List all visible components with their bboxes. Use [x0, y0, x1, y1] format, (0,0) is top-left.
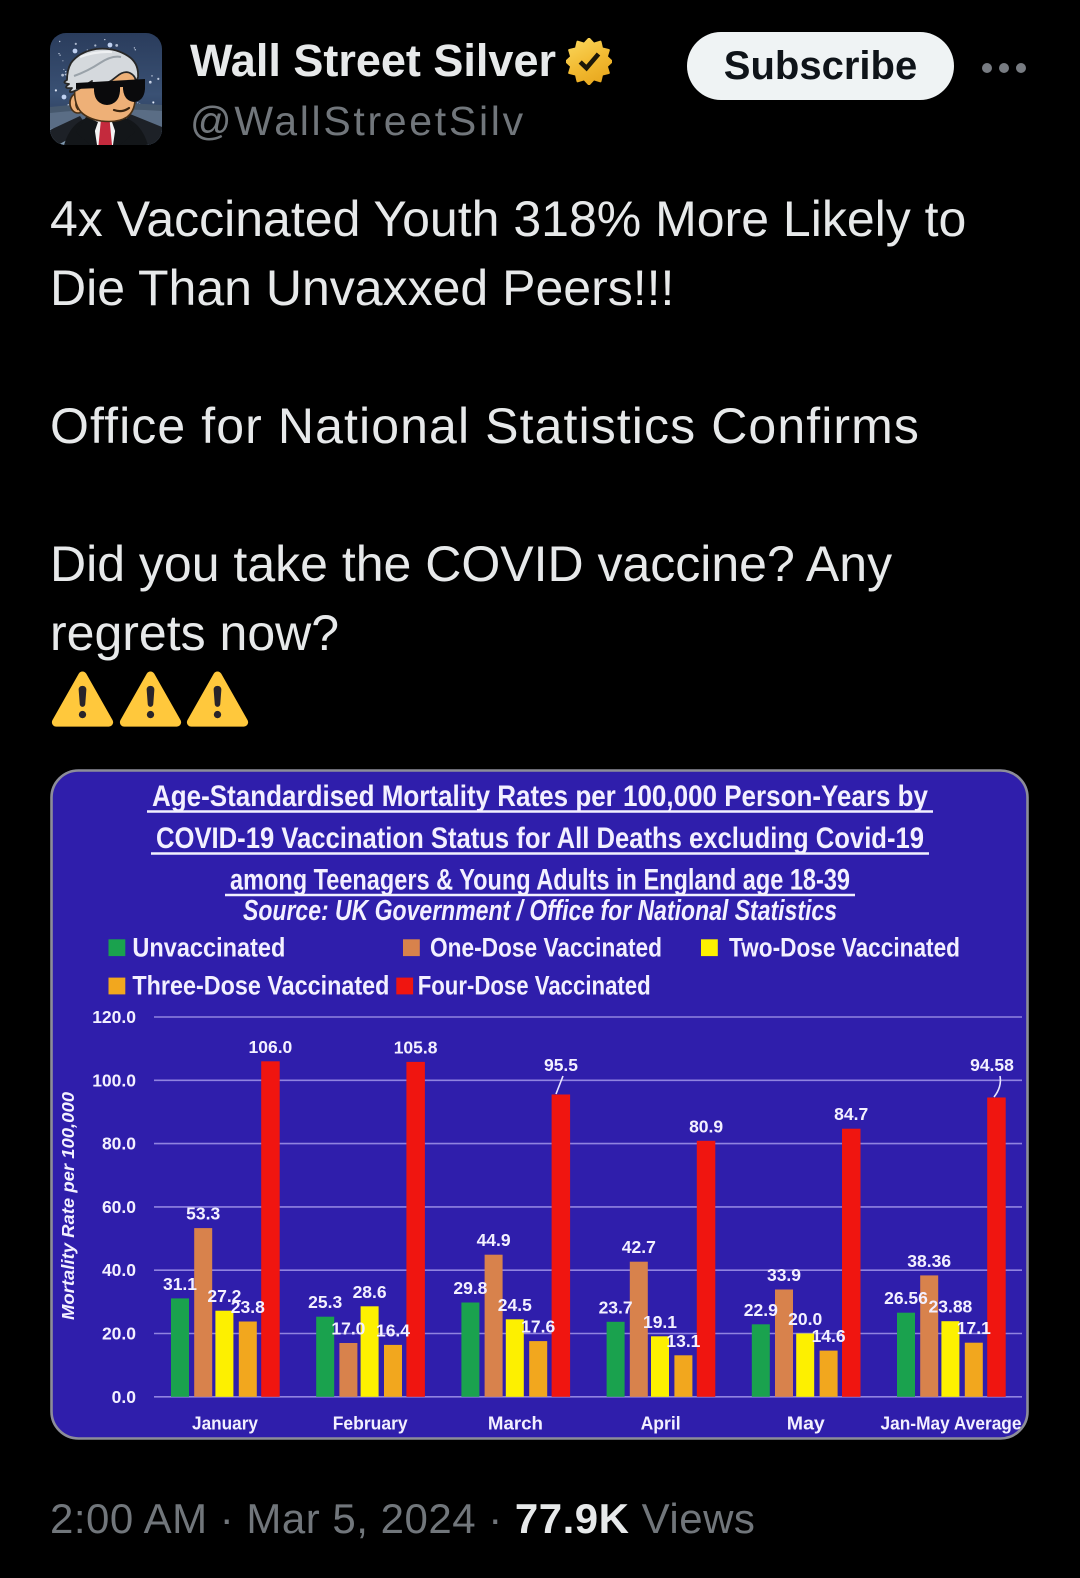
- svg-text:94.58: 94.58: [970, 1055, 1014, 1075]
- svg-text:27.2: 27.2: [207, 1286, 241, 1306]
- svg-text:Mortality Rate per 100,000: Mortality Rate per 100,000: [58, 1092, 78, 1320]
- svg-text:February: February: [333, 1413, 409, 1434]
- svg-text:Four-Dose Vaccinated: Four-Dose Vaccinated: [418, 971, 651, 1001]
- svg-text:105.8: 105.8: [394, 1037, 438, 1057]
- svg-text:53.3: 53.3: [186, 1204, 220, 1224]
- svg-text:16.4: 16.4: [376, 1320, 410, 1340]
- svg-text:Three-Dose Vaccinated: Three-Dose Vaccinated: [132, 971, 389, 1001]
- svg-text:29.8: 29.8: [453, 1278, 487, 1298]
- svg-text:23.8: 23.8: [231, 1297, 265, 1317]
- svg-text:80.0: 80.0: [102, 1134, 136, 1154]
- svg-text:19.1: 19.1: [643, 1312, 677, 1332]
- svg-text:January: January: [192, 1413, 259, 1434]
- svg-text:17.1: 17.1: [957, 1318, 991, 1338]
- svg-text:42.7: 42.7: [622, 1237, 656, 1257]
- svg-text:Jan-May Average: Jan-May Average: [881, 1413, 1022, 1434]
- svg-text:100.0: 100.0: [92, 1070, 136, 1090]
- svg-text:22.9: 22.9: [744, 1300, 778, 1320]
- svg-text:60.0: 60.0: [102, 1197, 136, 1217]
- svg-text:40.0: 40.0: [102, 1260, 136, 1280]
- svg-text:May: May: [787, 1413, 826, 1434]
- svg-text:Source: UK Government / Office: Source: UK Government / Office for Natio…: [243, 895, 837, 927]
- svg-text:13.1: 13.1: [666, 1331, 700, 1351]
- svg-text:March: March: [488, 1413, 543, 1434]
- svg-text:20.0: 20.0: [102, 1324, 136, 1344]
- svg-text:20.0: 20.0: [788, 1309, 822, 1329]
- svg-text:COVID-19 Vaccination Status fo: COVID-19 Vaccination Status for All Deat…: [156, 822, 924, 855]
- svg-text:among Teenagers & Young Adults: among Teenagers & Young Adults in Englan…: [230, 864, 850, 897]
- svg-text:17.6: 17.6: [521, 1317, 555, 1337]
- svg-text:14.6: 14.6: [812, 1326, 846, 1346]
- svg-text:Age-Standardised Mortality Rat: Age-Standardised Mortality Rates per 100…: [152, 780, 928, 813]
- svg-text:120.0: 120.0: [92, 1007, 136, 1027]
- svg-text:Unvaccinated: Unvaccinated: [132, 932, 285, 962]
- svg-text:26.56: 26.56: [884, 1288, 928, 1308]
- svg-text:23.88: 23.88: [929, 1297, 973, 1317]
- svg-text:95.5: 95.5: [544, 1055, 578, 1075]
- svg-text:28.6: 28.6: [353, 1282, 387, 1302]
- svg-text:Two-Dose Vaccinated: Two-Dose Vaccinated: [729, 932, 960, 962]
- svg-text:80.9: 80.9: [689, 1116, 723, 1136]
- svg-text:33.9: 33.9: [767, 1265, 801, 1285]
- svg-text:23.7: 23.7: [599, 1297, 633, 1317]
- svg-text:38.36: 38.36: [907, 1251, 951, 1271]
- svg-text:44.9: 44.9: [477, 1230, 511, 1250]
- svg-text:84.7: 84.7: [834, 1104, 868, 1124]
- svg-text:31.1: 31.1: [163, 1274, 197, 1294]
- svg-text:17.0: 17.0: [331, 1319, 365, 1339]
- svg-text:106.0: 106.0: [249, 1037, 293, 1057]
- svg-text:25.3: 25.3: [308, 1292, 342, 1312]
- svg-text:0.0: 0.0: [112, 1387, 137, 1407]
- svg-text:One-Dose Vaccinated: One-Dose Vaccinated: [430, 932, 662, 962]
- svg-text:April: April: [641, 1413, 681, 1434]
- svg-text:24.5: 24.5: [498, 1295, 532, 1315]
